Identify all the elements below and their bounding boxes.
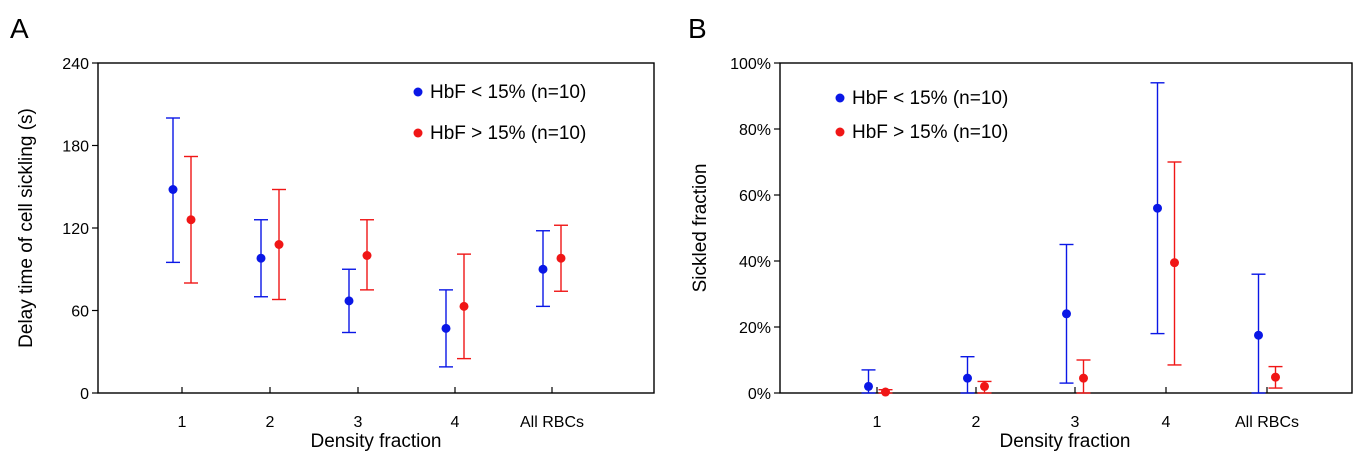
panel-b-data-point — [1254, 330, 1263, 340]
panel-a-x-tick-label: 1 — [178, 414, 187, 431]
panel-a-x-tick-label: All RBCs — [520, 414, 584, 431]
panel-b-y-tick-label: 20% — [739, 320, 771, 337]
panel-a-y-axis-title: Delay time of cell sickling (s) — [16, 108, 37, 348]
panel-a-plot-frame — [97, 62, 655, 394]
panel-b-y-tick-label: 40% — [739, 254, 771, 271]
panel-a-data-point — [168, 185, 178, 194]
panel-a-data-point — [256, 253, 266, 263]
panel-a: A 0 60 120 180 240 1 2 3 4 All RBCs HbF < 15% (n=1… — [10, 13, 655, 452]
panel-a-x-axis-title: Density fraction — [311, 431, 442, 452]
panel-a-y-tick-label: 0 — [80, 386, 89, 403]
panel-a-data-point — [459, 301, 469, 311]
panel-a-legend-marker — [413, 128, 423, 138]
panel-a-data-point — [274, 240, 284, 249]
panel-a-legend-marker — [413, 87, 423, 97]
panel-b-data-point — [864, 381, 873, 391]
panel-a-y-tick-label: 60 — [71, 304, 89, 321]
panel-b-y-tick-label: 80% — [739, 122, 771, 139]
panel-a-x-tick-label: 4 — [451, 414, 460, 431]
panel-b-data-point — [1170, 258, 1179, 268]
panel-a-x-tick-label: 3 — [354, 414, 363, 431]
panel-b-y-tick-label: 0% — [748, 386, 771, 403]
panel-b-x-tick-label: 4 — [1162, 414, 1171, 431]
panel-a-data-point — [441, 323, 451, 333]
panel-a-data-point — [344, 296, 354, 306]
panel-b-y-axis-title: Sickled fraction — [690, 164, 711, 293]
panel-a-x-tick-label: 2 — [266, 414, 275, 431]
panel-a-y-tick-label: 180 — [62, 139, 89, 156]
panel-b-x-tick-label: All RBCs — [1235, 414, 1299, 431]
panel-b-x-tick-label: 1 — [873, 414, 882, 431]
panel-b-data-point — [963, 373, 972, 383]
panel-a-data-point — [556, 253, 566, 263]
panel-a-marks: 0 60 120 180 240 1 2 3 4 All RBCs HbF < 15% (n=10)… — [62, 56, 586, 431]
panel-b-y-tick-label: 100% — [730, 56, 771, 73]
panel-b-x-tick-label: 3 — [1071, 414, 1080, 431]
panel-a-data-point — [538, 264, 548, 274]
panel-b-x-tick-label: 2 — [972, 414, 981, 431]
panel-b-data-point — [1062, 309, 1071, 319]
panel-a-label: A — [10, 13, 29, 44]
panel-b-x-axis-title: Density fraction — [1000, 431, 1131, 452]
panel-b-data-point — [1079, 373, 1088, 383]
panel-b-data-point — [980, 381, 989, 391]
panel-b-legend-marker — [835, 93, 845, 103]
panel-b-plot-frame — [779, 62, 1353, 394]
panel-a-data-point — [362, 251, 372, 260]
panel-b-data-point — [1271, 372, 1280, 382]
panel-a-y-tick-label: 240 — [62, 56, 89, 73]
panel-b-marks: 0% 20% 40% 60% 80% 100% 1 2 3 4 All RBCs HbF < 15% … — [730, 56, 1299, 431]
panel-b-data-point — [881, 387, 890, 397]
panel-a-legend-label: HbF < 15% (n=10) — [430, 82, 586, 103]
panel-b-y-tick-label: 60% — [739, 188, 771, 205]
panel-b-legend-label: HbF < 15% (n=10) — [852, 88, 1008, 109]
panel-b: B 0% 20% 40% 60% 80% 100% 1 2 3 4 All RBCs HbF < 15… — [688, 13, 1353, 452]
panel-a-legend-label: HbF > 15% (n=10) — [430, 123, 586, 144]
panel-a-y-tick-label: 120 — [62, 221, 89, 238]
panel-b-data-point — [1153, 203, 1162, 213]
panel-a-data-point — [186, 215, 196, 225]
panel-b-legend-marker — [835, 127, 845, 137]
panel-b-legend-label: HbF > 15% (n=10) — [852, 122, 1008, 143]
panel-b-label: B — [688, 13, 707, 44]
